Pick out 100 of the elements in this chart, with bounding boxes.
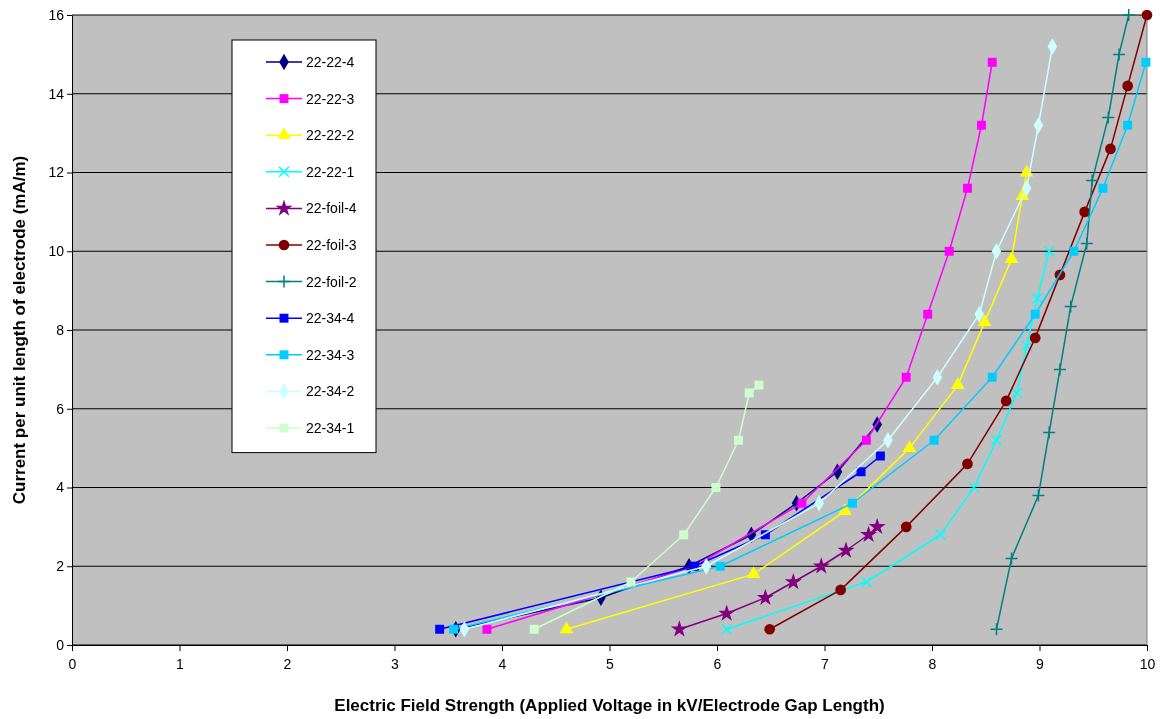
y-tick-label: 8 — [56, 321, 65, 338]
point — [1020, 340, 1033, 352]
point — [835, 584, 846, 596]
point — [711, 483, 721, 492]
x-axis-title: Electric Field Strength (Applied Voltage in kV/Electrode Gap Length) — [334, 696, 885, 715]
legend-label: 22-foil-3 — [306, 237, 357, 253]
point — [1042, 425, 1056, 440]
point — [1085, 173, 1099, 188]
point — [860, 525, 878, 542]
legend-label: 22-34-4 — [306, 310, 355, 327]
y-tick-label: 14 — [48, 85, 65, 102]
point — [1080, 236, 1094, 251]
point — [990, 434, 1003, 446]
point — [934, 529, 947, 541]
point — [962, 458, 973, 470]
legend-label: 22-22-3 — [306, 90, 355, 107]
point — [1122, 80, 1133, 92]
y-tick-label: 10 — [48, 243, 65, 260]
point — [1004, 251, 1019, 264]
x-tick-label: 1 — [176, 656, 185, 673]
point — [987, 57, 997, 67]
point — [812, 557, 830, 574]
point — [1000, 395, 1012, 407]
point — [976, 120, 986, 130]
point — [1123, 120, 1133, 130]
point — [837, 541, 855, 558]
point — [1098, 183, 1108, 193]
point — [977, 314, 992, 327]
point — [1105, 143, 1116, 155]
point — [1079, 206, 1090, 218]
y-tick-label: 2 — [56, 558, 65, 575]
point — [1121, 8, 1136, 22]
point — [1011, 387, 1023, 399]
point — [764, 623, 776, 635]
x-tick-label: 9 — [1036, 656, 1045, 673]
point — [1141, 57, 1151, 67]
point — [951, 377, 965, 390]
point — [754, 380, 764, 390]
point — [929, 435, 939, 445]
point — [868, 517, 886, 535]
point — [449, 624, 459, 634]
x-tick-label: 4 — [498, 656, 507, 673]
legend-label: 22-34-3 — [306, 346, 355, 363]
point — [1004, 551, 1019, 566]
point — [679, 530, 689, 540]
point — [529, 624, 539, 634]
point — [989, 622, 1004, 636]
legend-label: 22-34-1 — [306, 420, 355, 436]
point — [1029, 332, 1041, 344]
point — [784, 573, 802, 590]
y-tick-label: 6 — [56, 400, 65, 417]
x-tick-label: 5 — [606, 656, 615, 673]
point — [838, 503, 852, 516]
y-tick-label: 12 — [48, 164, 65, 181]
point — [435, 624, 445, 634]
point — [900, 521, 912, 533]
legend-label: 22-foil-4 — [306, 200, 357, 217]
x-tick-label: 7 — [821, 656, 830, 673]
x-tick-label: 6 — [713, 656, 722, 673]
point — [756, 588, 774, 605]
point — [1031, 488, 1046, 503]
point — [1031, 292, 1044, 305]
point — [1101, 110, 1116, 125]
point — [856, 467, 866, 477]
point — [847, 498, 857, 508]
legend-label: 22-22-4 — [306, 54, 355, 70]
legend-label: 22-34-2 — [306, 383, 355, 400]
point — [670, 620, 688, 637]
x-tick-label: 10 — [1139, 656, 1156, 673]
point — [923, 309, 933, 319]
point — [746, 566, 761, 579]
x-tick-label: 0 — [68, 656, 77, 673]
x-tick-label: 2 — [283, 656, 292, 673]
x-tick-label: 3 — [391, 656, 400, 673]
y-tick-label: 16 — [48, 6, 65, 23]
point — [1043, 245, 1055, 257]
legend-label: 22-22-2 — [306, 127, 355, 144]
point — [968, 481, 980, 494]
x-tick-label: 8 — [928, 656, 937, 673]
point — [715, 561, 725, 571]
point — [734, 435, 743, 445]
legend-label: 22-22-1 — [306, 163, 355, 180]
point — [944, 246, 954, 256]
point — [987, 372, 997, 382]
point — [718, 604, 736, 621]
point — [559, 621, 574, 634]
point — [744, 388, 754, 398]
point — [482, 624, 492, 634]
legend-label: 22-foil-2 — [306, 273, 357, 290]
point — [963, 183, 972, 193]
point — [1069, 246, 1079, 256]
point — [901, 372, 911, 382]
point — [1053, 362, 1067, 377]
y-tick-label: 4 — [56, 479, 65, 496]
point — [861, 435, 871, 445]
point — [875, 451, 885, 461]
point — [1063, 299, 1078, 314]
point — [902, 440, 917, 453]
point — [1141, 9, 1153, 21]
y-tick-label: 0 — [56, 636, 65, 653]
